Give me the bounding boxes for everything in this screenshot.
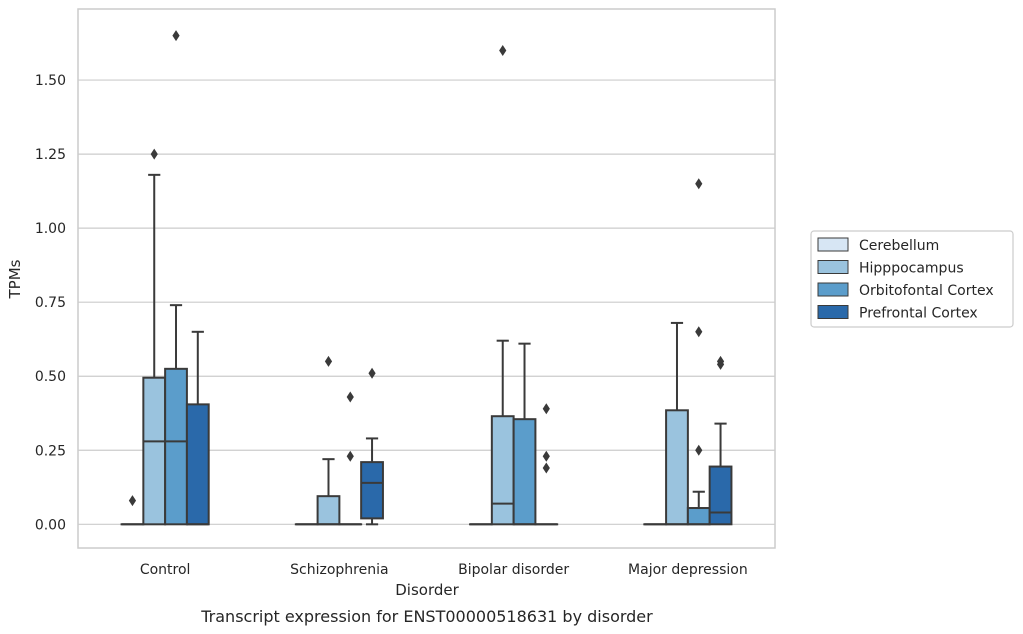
- box-cerebellum: [120, 495, 145, 526]
- outlier-point: [324, 355, 333, 367]
- box-body: [512, 418, 537, 526]
- y-tick-label: 1.00: [35, 221, 66, 237]
- box-orbitofontal-cortex: [338, 391, 363, 526]
- legend: Cerebellum Hipppocampus Orbitofontal Corte…: [810, 230, 1014, 328]
- outlier-point: [346, 450, 354, 462]
- legend-swatch: [817, 282, 849, 297]
- box-hipppocampus: [665, 321, 689, 526]
- outlier-point: [172, 30, 180, 42]
- x-axis-ticks: Control Schizophrenia Bipolar disorder Majo…: [140, 562, 748, 578]
- box-body: [142, 376, 167, 526]
- legend-swatch: [817, 260, 849, 274]
- outlier-point: [695, 326, 703, 338]
- legend-swatch: [817, 305, 849, 319]
- box-body: [708, 465, 733, 526]
- box-orbitofontal-cortex: [164, 30, 188, 526]
- y-tick-label: 1.50: [35, 73, 66, 89]
- box-orbitofontal-cortex: [686, 178, 711, 526]
- box-orbitofontal-cortex: [512, 342, 537, 526]
- plot-boxes: [120, 30, 733, 526]
- box-hipppocampus: [316, 355, 341, 526]
- legend-label: Orbitofontal Cortex: [859, 283, 994, 299]
- outlier-point: [368, 367, 376, 379]
- legend-swatch: [817, 237, 849, 252]
- x-tick-label: Major depression: [628, 562, 748, 578]
- outlier-point: [150, 148, 158, 160]
- outlier-point: [542, 403, 550, 415]
- plot-frame: [77, 8, 776, 549]
- y-tick-label: 1.25: [35, 147, 66, 163]
- box-hipppocampus: [142, 148, 167, 526]
- box-body: [665, 409, 689, 526]
- box-body: [686, 507, 711, 526]
- box-prefrontal-cortex: [360, 367, 384, 526]
- x-tick-label: Control: [140, 562, 191, 578]
- y-tick-label: 0.00: [35, 517, 66, 533]
- outlier-point: [128, 495, 137, 507]
- outlier-point: [695, 444, 703, 456]
- y-tick-label: 0.50: [35, 369, 66, 385]
- y-tick-label: 0.25: [35, 443, 66, 459]
- box-prefrontal-cortex: [534, 403, 559, 526]
- y-axis-label: TPMs: [6, 259, 24, 299]
- box-body: [490, 415, 515, 526]
- legend-label: Hipppocampus: [859, 261, 964, 277]
- outlier-point: [542, 450, 550, 462]
- chart-caption: Transcript expression for ENST0000051863…: [200, 607, 653, 626]
- box-hipppocampus: [490, 44, 515, 526]
- legend-label: Prefrontal Cortex: [859, 306, 978, 322]
- box-body: [164, 367, 188, 526]
- y-axis-ticks: 0.00 0.25 0.50 0.75 1.00 1.25 1.50: [35, 73, 66, 533]
- legend-label: Cerebellum: [859, 238, 939, 254]
- outlier-point: [499, 44, 507, 56]
- outlier-point: [346, 391, 354, 403]
- box-prefrontal-cortex: [708, 355, 733, 526]
- x-tick-label: Schizophrenia: [290, 562, 388, 578]
- y-tick-label: 0.75: [35, 295, 66, 311]
- x-tick-label: Bipolar disorder: [458, 562, 569, 578]
- legend-box: [810, 230, 1014, 328]
- outlier-point: [716, 355, 725, 367]
- outlier-point: [542, 462, 550, 474]
- x-axis-label: Disorder: [395, 581, 459, 599]
- box-prefrontal-cortex: [185, 330, 210, 526]
- box-body: [360, 461, 384, 520]
- box-body: [185, 403, 210, 526]
- outlier-point: [695, 178, 703, 190]
- box-body: [316, 495, 341, 526]
